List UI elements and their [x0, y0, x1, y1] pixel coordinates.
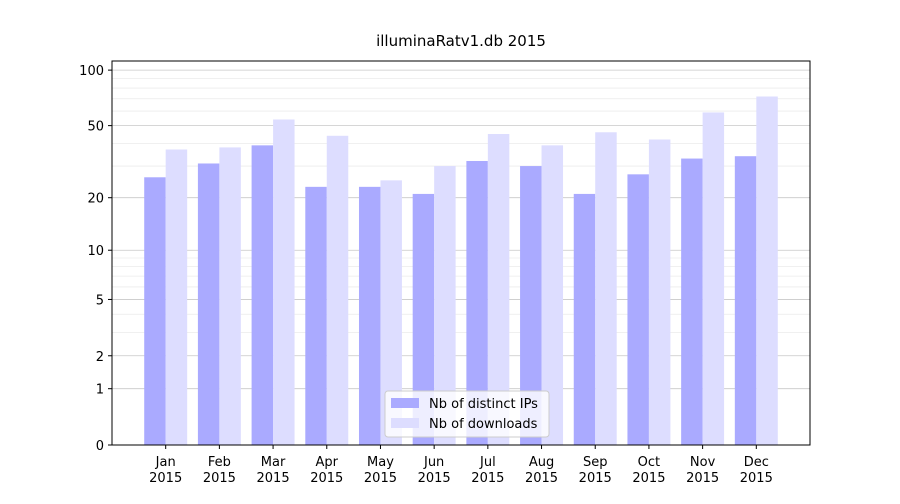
bar [165, 149, 188, 446]
x-tick-label-line: 2015 [310, 471, 343, 486]
x-tick-label-line: May [367, 455, 394, 470]
x-tick-label-line: Jan [155, 455, 176, 470]
x-tick-label: Jan 2015 [149, 455, 182, 486]
y-tick-label: 2 [96, 350, 104, 365]
bar [756, 96, 778, 446]
x-tick-label-line: Feb [208, 455, 231, 470]
bar [358, 186, 381, 445]
x-tick-label-line: Dec [744, 455, 769, 470]
x-tick-label-line: 2015 [203, 471, 236, 486]
bar [380, 180, 402, 445]
x-tick-label-line: 2015 [740, 471, 773, 486]
bar [273, 119, 295, 445]
x-tick-label-line: Oct [638, 455, 660, 470]
y-tick-label: 10 [87, 244, 104, 259]
bar [681, 158, 703, 446]
bar [487, 134, 510, 445]
y-tick-label: 20 [87, 192, 104, 207]
x-tick-label: Jun 2015 [418, 455, 451, 486]
x-tick-label: Mar 2015 [257, 455, 290, 486]
bar [197, 163, 220, 445]
x-tick-label: Jul 2015 [471, 455, 504, 486]
plot-frame [111, 60, 811, 446]
bar [573, 193, 596, 445]
legend-label: Nb of distinct IPs [429, 397, 538, 412]
x-tick-label-line: 2015 [632, 471, 665, 486]
y-tick-label: 50 [87, 120, 104, 135]
bar [219, 147, 241, 445]
bar [434, 166, 456, 445]
x-tick-label: May 2015 [364, 455, 397, 486]
bar [595, 132, 617, 446]
y-tick-label: 0 [96, 439, 104, 454]
x-tick-label: Dec 2015 [740, 455, 773, 486]
chart-title: illuminaRatv1.db 2015 [376, 32, 546, 50]
x-tick-label-line: 2015 [364, 471, 397, 486]
bar [520, 166, 542, 445]
bar [326, 135, 349, 445]
x-tick-label-line: Jul [479, 455, 496, 470]
x-tick-label-line: Apr [316, 455, 339, 470]
x-tick-label: Apr 2015 [310, 455, 343, 486]
legend-swatch [391, 418, 419, 428]
x-tick-label-line: Jun [423, 455, 444, 470]
bar [541, 145, 564, 445]
x-tick-label-line: 2015 [149, 471, 182, 486]
bar [144, 177, 166, 446]
bar [702, 112, 725, 446]
x-tick-label-line: 2015 [257, 471, 290, 486]
legend-label: Nb of downloads [429, 417, 538, 432]
bar [648, 139, 671, 446]
legend-swatch [391, 398, 419, 408]
y-tick-label: 1 [96, 383, 104, 398]
legend-box [384, 390, 550, 438]
x-tick-label-line: 2015 [579, 471, 612, 486]
x-tick-label-line: 2015 [471, 471, 504, 486]
bar [251, 145, 274, 445]
x-tick-label-line: Aug [529, 455, 554, 470]
bar [466, 160, 488, 445]
bar [627, 174, 649, 446]
bar [412, 193, 435, 445]
x-tick-label-line: 2015 [525, 471, 558, 486]
x-tick-label: Aug 2015 [525, 455, 558, 486]
x-tick-label-line: 2015 [686, 471, 719, 486]
x-tick-label-line: 2015 [418, 471, 451, 486]
x-tick-label: Sep 2015 [579, 455, 612, 486]
y-tick-label: 100 [79, 64, 104, 79]
x-tick-label: Nov 2015 [686, 455, 719, 486]
x-tick-label-line: Sep [583, 455, 608, 470]
y-tick-label: 5 [96, 293, 104, 308]
x-tick-label: Oct 2015 [632, 455, 665, 486]
bar [305, 186, 327, 445]
x-tick-label-line: Nov [690, 455, 716, 470]
x-tick-label: Feb 2015 [203, 455, 236, 486]
x-tick-label-line: Mar [261, 455, 286, 470]
bar [734, 156, 757, 445]
